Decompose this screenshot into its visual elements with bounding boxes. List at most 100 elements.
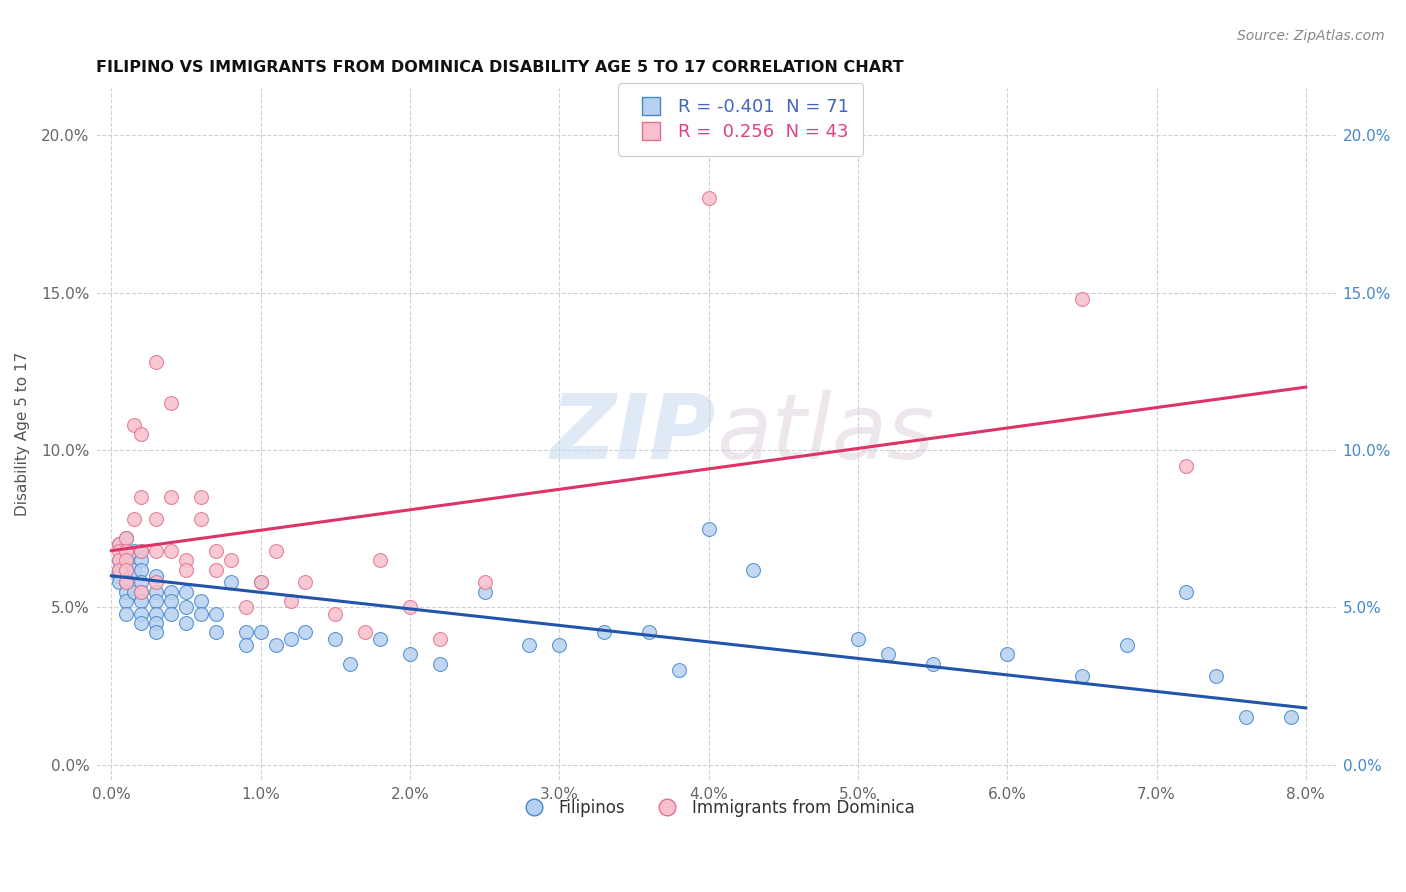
Point <box>115 543 138 558</box>
Point <box>115 563 138 577</box>
Point <box>129 584 152 599</box>
Point <box>145 569 167 583</box>
Point <box>115 563 138 577</box>
Point <box>1175 584 1198 599</box>
Point <box>1205 669 1227 683</box>
Point <box>145 575 167 590</box>
Point <box>174 553 197 567</box>
Point <box>1070 292 1092 306</box>
Point <box>264 638 287 652</box>
Point <box>174 563 197 577</box>
Point <box>108 537 131 551</box>
Point <box>108 575 131 590</box>
Y-axis label: Disability Age 5 to 17: Disability Age 5 to 17 <box>15 352 30 516</box>
Point <box>474 584 496 599</box>
Point <box>145 625 167 640</box>
Point <box>129 615 152 630</box>
Point <box>264 543 287 558</box>
Point <box>108 563 131 577</box>
Point <box>205 625 228 640</box>
Point <box>108 563 131 577</box>
Point <box>108 569 131 583</box>
Point <box>115 553 138 567</box>
Point <box>190 512 212 526</box>
Point <box>190 607 212 621</box>
Point <box>235 625 257 640</box>
Point <box>115 575 138 590</box>
Point <box>115 607 138 621</box>
Point <box>294 625 316 640</box>
Point <box>160 594 183 608</box>
Text: Source: ZipAtlas.com: Source: ZipAtlas.com <box>1237 29 1385 43</box>
Legend: Filipinos, Immigrants from Dominica: Filipinos, Immigrants from Dominica <box>510 792 921 824</box>
Point <box>235 600 257 615</box>
Point <box>160 584 183 599</box>
Point <box>174 600 197 615</box>
Point <box>399 648 422 662</box>
Point <box>548 638 571 652</box>
Point <box>129 543 152 558</box>
Point <box>399 600 422 615</box>
Point <box>129 607 152 621</box>
Point <box>129 543 152 558</box>
Point <box>145 594 167 608</box>
Point <box>742 563 765 577</box>
Point <box>115 584 138 599</box>
Point <box>145 584 167 599</box>
Point <box>190 490 212 504</box>
Point <box>921 657 943 671</box>
Point <box>129 427 152 442</box>
Point <box>160 607 183 621</box>
Point <box>368 553 391 567</box>
Point <box>474 575 496 590</box>
Point <box>115 543 138 558</box>
Text: ZIP: ZIP <box>551 391 716 478</box>
Point <box>129 553 152 567</box>
Point <box>323 632 346 646</box>
Point <box>697 522 720 536</box>
Point <box>122 563 145 577</box>
Point <box>122 543 145 558</box>
Point <box>160 396 183 410</box>
Point <box>129 584 152 599</box>
Point <box>115 531 138 545</box>
Point <box>122 584 145 599</box>
Point <box>145 512 167 526</box>
Point <box>323 607 346 621</box>
Point <box>129 594 152 608</box>
Point <box>846 632 869 646</box>
Point <box>1175 458 1198 473</box>
Point <box>1234 710 1257 724</box>
Point <box>249 575 271 590</box>
Point <box>249 575 271 590</box>
Point <box>995 648 1018 662</box>
Point <box>108 553 131 567</box>
Point <box>219 575 242 590</box>
Point <box>115 553 138 567</box>
Point <box>145 543 167 558</box>
Point <box>593 625 616 640</box>
Point <box>115 575 138 590</box>
Point <box>145 607 167 621</box>
Point <box>354 625 377 640</box>
Point <box>115 531 138 545</box>
Point <box>294 575 316 590</box>
Point <box>122 417 145 432</box>
Point <box>129 563 152 577</box>
Point <box>249 625 271 640</box>
Point <box>145 615 167 630</box>
Point <box>1279 710 1302 724</box>
Point <box>697 191 720 205</box>
Point <box>235 638 257 652</box>
Point <box>115 594 138 608</box>
Point <box>108 553 131 567</box>
Point <box>280 632 302 646</box>
Point <box>108 537 131 551</box>
Point <box>129 575 152 590</box>
Text: FILIPINO VS IMMIGRANTS FROM DOMINICA DISABILITY AGE 5 TO 17 CORRELATION CHART: FILIPINO VS IMMIGRANTS FROM DOMINICA DIS… <box>97 60 904 75</box>
Point <box>668 663 690 677</box>
Point <box>205 607 228 621</box>
Point <box>160 490 183 504</box>
Point <box>129 490 152 504</box>
Point <box>160 543 183 558</box>
